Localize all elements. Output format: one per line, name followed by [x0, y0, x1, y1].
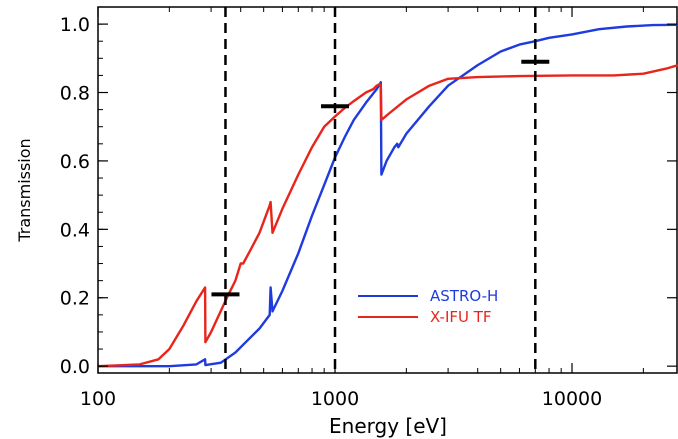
legend: ASTRO-H X-IFU TF — [358, 287, 498, 326]
x-axis-title: Energy [eV] — [329, 414, 447, 438]
y-tick-label: 0.6 — [60, 151, 90, 173]
x-axis: 100 1000 10000 — [80, 7, 644, 410]
series-line-x-ifu-tf — [97, 63, 678, 368]
y-tick-label: 0.0 — [60, 356, 90, 378]
legend-label-astro-h: ASTRO-H — [430, 287, 498, 305]
y-tick-label: 0.8 — [60, 83, 90, 105]
x-tick-label: 1000 — [311, 388, 359, 410]
series-lines — [97, 23, 678, 368]
x-tick-label: 10000 — [542, 388, 602, 410]
legend-label-x-ifu-tf: X-IFU TF — [430, 308, 492, 326]
y-tick-label: 0.2 — [60, 288, 90, 310]
series-line-astro-h — [98, 23, 678, 368]
markers — [211, 59, 550, 297]
y-axis: 0.0 0.2 0.4 0.6 0.8 1.0 — [60, 14, 677, 378]
y-tick-label: 0.4 — [60, 219, 90, 241]
y-axis-title: Transmission — [15, 138, 34, 242]
plot-frame — [97, 6, 678, 374]
vertical-lines — [224, 7, 537, 373]
y-tick-label: 1.0 — [60, 14, 90, 36]
x-tick-label: 100 — [80, 388, 116, 410]
